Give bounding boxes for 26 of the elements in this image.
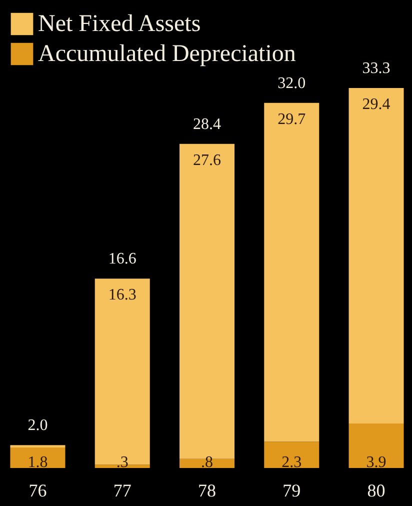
total-label: 33.3 xyxy=(362,60,390,77)
data-label: 3.9 xyxy=(366,454,386,471)
total-label: 2.0 xyxy=(28,417,48,434)
data-label: 29.7 xyxy=(278,110,306,128)
total-label: 16.6 xyxy=(108,250,136,268)
bar xyxy=(10,447,66,468)
data-label: 16.3 xyxy=(108,286,136,304)
total-label: 28.4 xyxy=(193,116,221,133)
x-tick-label: 77 xyxy=(113,480,132,500)
data-label: 29.4 xyxy=(362,96,390,113)
data-label: .3 xyxy=(116,454,128,471)
legend-label: Accumulated Depreciation xyxy=(38,41,296,67)
data-label: 2.3 xyxy=(282,454,302,471)
x-tick-label: 80 xyxy=(367,480,386,500)
data-label: 27.6 xyxy=(193,152,221,169)
bar xyxy=(348,423,404,468)
data-label: 1.8 xyxy=(28,454,48,471)
data-label: .8 xyxy=(201,454,213,471)
total-label: 32.0 xyxy=(278,74,306,92)
x-tick-label: 79 xyxy=(282,480,301,500)
legend-label: Net Fixed Assets xyxy=(38,11,201,37)
x-tick-label: 76 xyxy=(28,480,47,500)
x-tick-label: 78 xyxy=(198,480,216,500)
bar xyxy=(348,88,404,424)
bar xyxy=(264,442,320,468)
bar xyxy=(264,102,320,442)
